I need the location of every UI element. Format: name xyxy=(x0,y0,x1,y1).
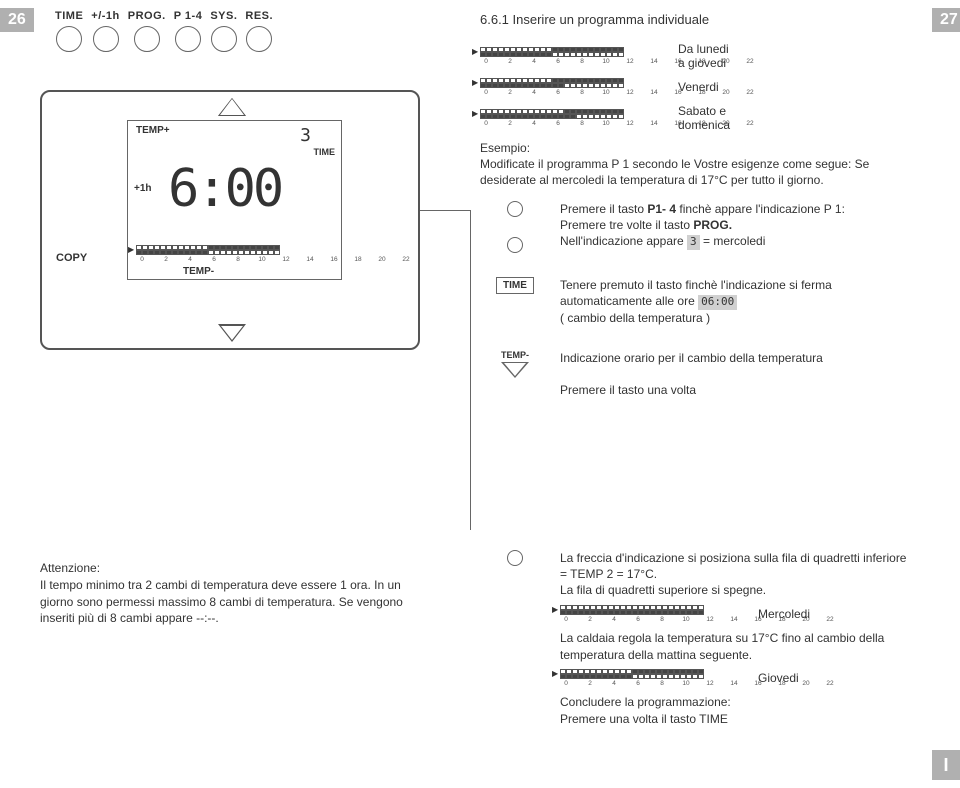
circle-button[interactable] xyxy=(175,26,201,52)
text: Premere il tasto xyxy=(560,202,647,216)
scale-row-sabato: ▶0246810121416182022 Sabato e domenica xyxy=(480,104,910,132)
attention-heading: Attenzione: xyxy=(40,561,100,575)
text: Tenere premuto il tasto finchè l'indicaz… xyxy=(560,278,832,308)
step-temp-text: Indicazione orario per il cambio della t… xyxy=(560,350,910,399)
top-button-group: PROG. xyxy=(128,10,166,52)
temp-up-arrow[interactable] xyxy=(218,98,246,116)
top-button-group: SYS. xyxy=(210,10,237,52)
lcd-temp-plus-label: TEMP+ xyxy=(136,125,170,136)
lcd-temp-minus-label: TEMP- xyxy=(183,266,214,277)
circle-button[interactable] xyxy=(93,26,119,52)
step-time: TIME Tenere premuto il tasto finchè l'in… xyxy=(480,277,910,326)
text: Premere tre volte il tasto xyxy=(560,218,693,232)
lcd-glyph: 06:00 xyxy=(698,295,737,310)
scale-row-lunedi: ▶0246810121416182022 Da lunedi a giovedi xyxy=(480,42,910,70)
lcd-day-digit: 3 xyxy=(300,125,311,146)
text: = mercoledi xyxy=(703,234,765,248)
scale-row-giovedi: ▶0246810121416182022 Giovedi xyxy=(560,669,910,689)
lower-p3: Concludere la programmazione: Premere un… xyxy=(560,694,910,726)
time-button-label[interactable]: TIME xyxy=(496,277,534,294)
esempio-text: Modificate il programma P 1 secondo le V… xyxy=(480,157,869,187)
scale-label-giovedi: Giovedi xyxy=(758,670,799,686)
right-column: ▶0246810121416182022 Da lunedi a giovedi… xyxy=(480,42,910,398)
step-time-text: Tenere premuto il tasto finchè l'indicaz… xyxy=(560,277,910,326)
lcd-plus1h-label: +1h xyxy=(134,183,152,194)
esempio-block: Esempio: Modificate il programma P 1 sec… xyxy=(480,140,910,189)
circle-button[interactable] xyxy=(246,26,272,52)
button-label: TIME xyxy=(55,10,83,22)
lcd-hour-scale: ▶0246810121416182022 xyxy=(136,245,333,263)
button-label: +/-1h xyxy=(91,10,119,22)
lcd-glyph: 3 xyxy=(687,235,700,250)
step-circle-icon[interactable] xyxy=(507,201,523,217)
scale-row-mercoledi: ▶0246810121416182022 Mercoledi xyxy=(560,605,910,625)
top-button-group: TIME xyxy=(55,10,83,52)
top-button-group: P 1-4 xyxy=(174,10,203,52)
top-button-row: TIME +/-1h PROG. P 1-4 SYS. RES. xyxy=(55,10,273,52)
lcd-screen: TEMP+ 3 TIME +1h 6:00 ▶02468101214161820… xyxy=(127,120,342,280)
page-number-left: 26 xyxy=(0,8,34,32)
lcd-time-label: TIME xyxy=(314,147,336,157)
text: Nell'indicazione appare xyxy=(560,234,687,248)
step-circle-icon[interactable] xyxy=(507,237,523,253)
scale-label-sabato: Sabato e domenica xyxy=(678,104,730,132)
section-title: 6.6.1 Inserire un programma individuale xyxy=(480,12,709,27)
lower-p2: La caldaia regola la temperatura su 17°C… xyxy=(560,630,910,662)
scale-label-mercoledi: Mercoledi xyxy=(758,606,810,622)
text: Indicazione orario per il cambio della t… xyxy=(560,351,823,365)
lower-right-block: La freccia d'indicazione si posiziona su… xyxy=(480,550,910,727)
button-label: RES. xyxy=(245,10,273,22)
temp-down-arrow[interactable] xyxy=(218,324,246,342)
lower-p1: La freccia d'indicazione si posiziona su… xyxy=(560,550,910,599)
top-button-group: +/-1h xyxy=(91,10,119,52)
attention-text: Il tempo minimo tra 2 cambi di temperatu… xyxy=(40,578,403,626)
text-bold: PROG. xyxy=(693,218,732,232)
scale-row-venerdi: ▶0246810121416182022 Venerdi xyxy=(480,78,910,96)
text: ( cambio della temperatura ) xyxy=(560,311,710,325)
button-label: P 1-4 xyxy=(174,10,203,22)
button-label: SYS. xyxy=(210,10,237,22)
step-temp-minus: TEMP- Indicazione orario per il cambio d… xyxy=(480,350,910,399)
circle-button[interactable] xyxy=(56,26,82,52)
step-prog-text: Premere il tasto P1- 4 finchè appare l'i… xyxy=(560,201,910,250)
page-number-right: 27 xyxy=(932,8,960,32)
text: finchè appare l'indicazione P 1: xyxy=(679,202,845,216)
connector-line xyxy=(420,210,470,211)
attention-note: Attenzione: Il tempo minimo tra 2 cambi … xyxy=(40,560,420,627)
step-prog: Premere il tasto P1- 4 finchè appare l'i… xyxy=(480,201,910,253)
text-bold: P1- 4 xyxy=(647,202,676,216)
circle-button[interactable] xyxy=(134,26,160,52)
text: Premere il tasto una volta xyxy=(560,383,696,397)
connector-line-v xyxy=(470,210,471,530)
temp-minus-arrow-icon[interactable] xyxy=(501,362,529,378)
top-button-group: RES. xyxy=(245,10,273,52)
thermostat-device: TEMP+ 3 TIME +1h 6:00 ▶02468101214161820… xyxy=(40,90,420,350)
esempio-heading: Esempio: xyxy=(480,141,530,155)
button-label: PROG. xyxy=(128,10,166,22)
scale-label-venerdi: Venerdi xyxy=(678,80,719,94)
scale-label-lunedi: Da lunedi a giovedi xyxy=(678,42,729,70)
lcd-clock-display: 6:00 xyxy=(168,159,281,219)
side-tab: I xyxy=(932,750,960,780)
temp-minus-label: TEMP- xyxy=(501,350,529,360)
circle-button[interactable] xyxy=(211,26,237,52)
step-circle-icon[interactable] xyxy=(507,550,523,566)
copy-label: COPY xyxy=(56,252,87,264)
